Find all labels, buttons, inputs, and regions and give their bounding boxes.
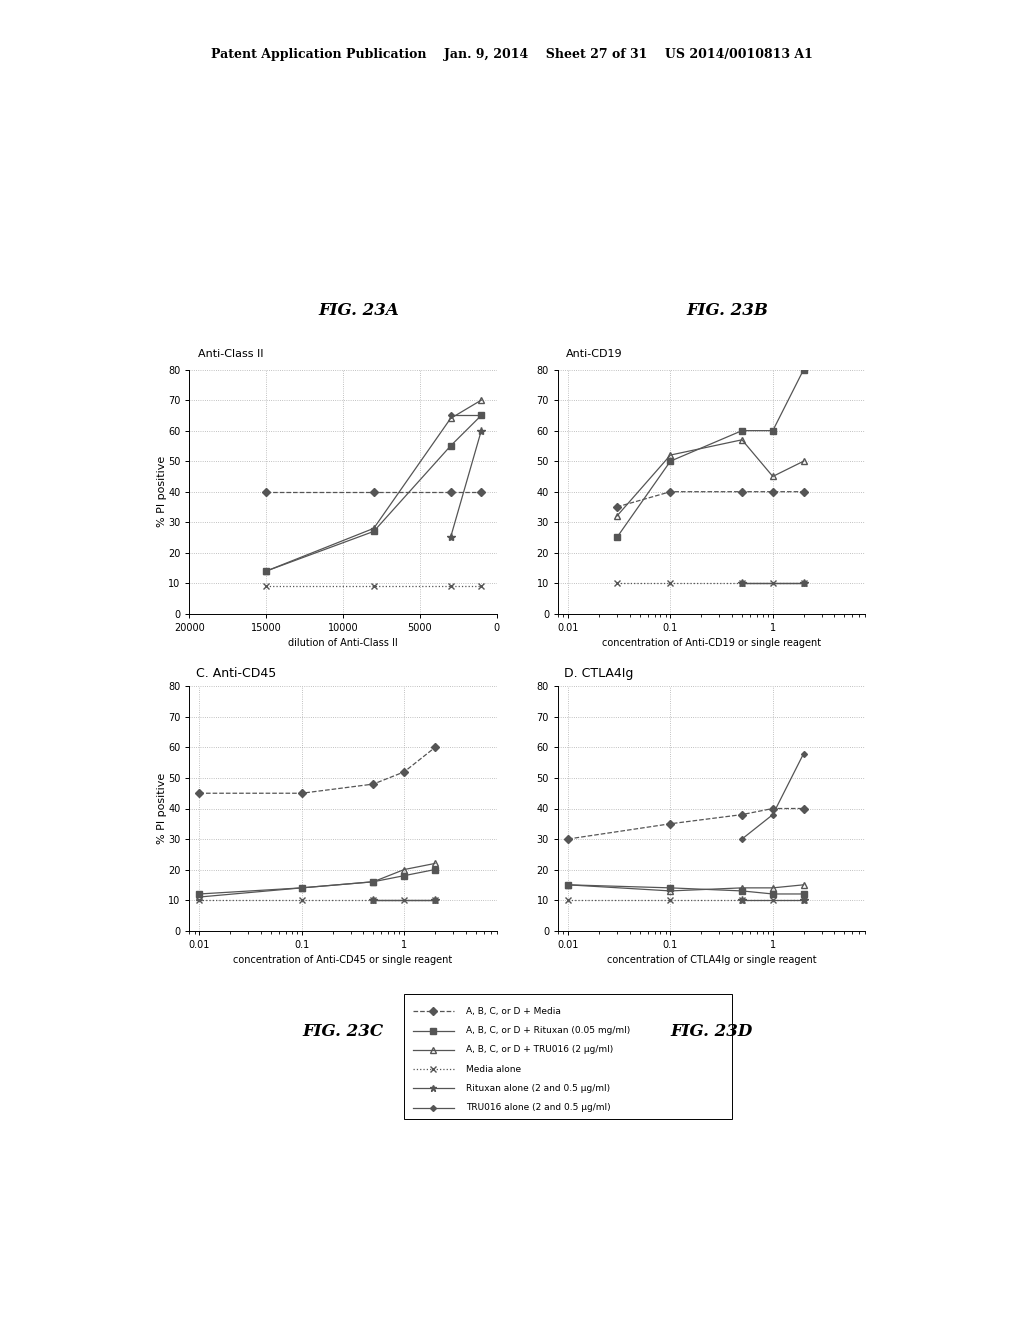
Text: A, B, C, or D + TRU016 (2 μg/ml): A, B, C, or D + TRU016 (2 μg/ml) bbox=[466, 1045, 613, 1055]
Text: FIG. 23A: FIG. 23A bbox=[318, 302, 398, 319]
Text: FIG. 23D: FIG. 23D bbox=[671, 1023, 753, 1040]
Y-axis label: % PI positive: % PI positive bbox=[157, 774, 167, 843]
Text: FIG. 23B: FIG. 23B bbox=[686, 302, 768, 319]
Text: Media alone: Media alone bbox=[466, 1065, 521, 1073]
Text: Rituxan alone (2 and 0.5 μg/ml): Rituxan alone (2 and 0.5 μg/ml) bbox=[466, 1084, 610, 1093]
Text: Patent Application Publication    Jan. 9, 2014    Sheet 27 of 31    US 2014/0010: Patent Application Publication Jan. 9, 2… bbox=[211, 48, 813, 61]
Text: Anti-Class II: Anti-Class II bbox=[198, 348, 263, 359]
Text: D. CTLA4Ig: D. CTLA4Ig bbox=[564, 667, 634, 680]
Text: C. Anti-CD45: C. Anti-CD45 bbox=[196, 667, 275, 680]
Text: Anti-CD19: Anti-CD19 bbox=[566, 348, 623, 359]
Text: FIG. 23C: FIG. 23C bbox=[302, 1023, 384, 1040]
X-axis label: concentration of Anti-CD19 or single reagent: concentration of Anti-CD19 or single rea… bbox=[602, 639, 821, 648]
Text: TRU016 alone (2 and 0.5 μg/ml): TRU016 alone (2 and 0.5 μg/ml) bbox=[466, 1104, 610, 1113]
Text: A, B, C, or D + Media: A, B, C, or D + Media bbox=[466, 1007, 561, 1016]
X-axis label: concentration of CTLA4Ig or single reagent: concentration of CTLA4Ig or single reage… bbox=[607, 956, 816, 965]
Text: A, B, C, or D + Rituxan (0.05 mg/ml): A, B, C, or D + Rituxan (0.05 mg/ml) bbox=[466, 1026, 630, 1035]
X-axis label: dilution of Anti-Class II: dilution of Anti-Class II bbox=[288, 639, 398, 648]
X-axis label: concentration of Anti-CD45 or single reagent: concentration of Anti-CD45 or single rea… bbox=[233, 956, 453, 965]
Y-axis label: % PI positive: % PI positive bbox=[157, 457, 167, 527]
